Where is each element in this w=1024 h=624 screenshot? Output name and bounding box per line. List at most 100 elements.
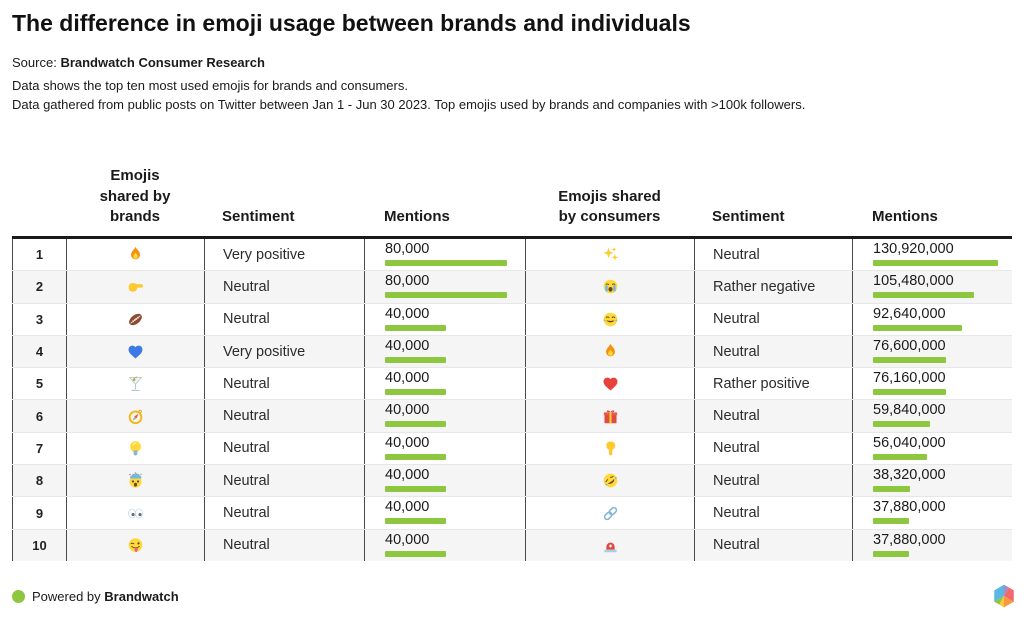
rank-cell: 2: [12, 271, 66, 303]
powered-by: Powered by Brandwatch: [12, 589, 179, 604]
brand-sentiment-cell: Neutral: [204, 400, 364, 432]
emoji-icon-fire: [66, 239, 204, 271]
consumer-mentions-cell: 38,320,000: [852, 465, 1012, 497]
description-line-2: Data gathered from public posts on Twitt…: [12, 97, 806, 112]
brandwatch-hexagon-logo-icon: [991, 583, 1017, 609]
consumer-mentions-cell-bar: [873, 550, 910, 557]
brand-mentions-cell: 40,000: [364, 400, 525, 432]
emoji-icon-wink-tongue: [66, 529, 204, 561]
brand-mentions-cell: 40,000: [364, 529, 525, 561]
emoji-icon-light-bulb: [66, 432, 204, 465]
table-row: 10 Neutral 40,000 Neutral 37,880,000: [12, 529, 1012, 561]
consumer-mentions-cell-bar: [873, 486, 910, 493]
consumer-mentions-cell-value: 38,320,000: [873, 467, 946, 484]
brand-sentiment-cell: Very positive: [204, 335, 364, 368]
consumer-mentions-cell-bar: [873, 324, 962, 331]
header-brand-mentions: Mentions: [384, 207, 450, 225]
rank-cell: 5: [12, 368, 66, 400]
consumer-mentions-cell-value: 56,040,000: [873, 434, 946, 451]
brand-sentiment-cell: Neutral: [204, 465, 364, 497]
emoji-icon-link: [525, 497, 694, 529]
brand-mentions-cell: 40,000: [364, 303, 525, 335]
brand-sentiment-cell: Very positive: [204, 239, 364, 271]
consumer-mentions-cell: 105,480,000: [852, 271, 1012, 303]
consumer-sentiment-cell: Neutral: [694, 335, 852, 368]
source-name: Brandwatch Consumer Research: [60, 55, 265, 70]
consumer-mentions-cell: 37,880,000: [852, 529, 1012, 561]
consumer-mentions-cell: 59,840,000: [852, 400, 1012, 432]
brand-sentiment-cell: Neutral: [204, 432, 364, 465]
consumer-mentions-cell: 37,880,000: [852, 497, 1012, 529]
consumer-mentions-cell: 92,640,000: [852, 303, 1012, 335]
brand-mentions-cell: 80,000: [364, 239, 525, 271]
description-line-1: Data shows the top ten most used emojis …: [12, 78, 408, 93]
consumer-sentiment-cell: Neutral: [694, 465, 852, 497]
rank-cell: 1: [12, 239, 66, 271]
brand-mentions-cell-bar: [385, 356, 446, 363]
emoji-icon-sparkles: [525, 239, 694, 271]
header-brand-sentiment: Sentiment: [222, 207, 295, 225]
consumer-mentions-cell: 56,040,000: [852, 432, 1012, 465]
brand-mentions-cell: 40,000: [364, 465, 525, 497]
consumer-sentiment-cell: Neutral: [694, 529, 852, 561]
table-row: 3 Neutral 40,000 Neutral 92,640,000: [12, 303, 1012, 336]
table-row: 9 Neutral 40,000 Neutral 37,880,000: [12, 497, 1012, 530]
consumer-mentions-cell-value: 76,160,000: [873, 370, 946, 387]
emoji-icon-red-heart: [525, 368, 694, 400]
brand-mentions-cell: 40,000: [364, 335, 525, 368]
consumer-mentions-cell: 130,920,000: [852, 239, 1012, 271]
emoji-icon-football: [66, 303, 204, 335]
brand-mentions-cell-bar: [385, 518, 446, 525]
brand-mentions-cell: 80,000: [364, 271, 525, 303]
table-row: 4 Very positive 40,000 Neutral 76,600,000: [12, 335, 1012, 369]
header-brand-emojis: Emojis shared by brands: [66, 166, 204, 234]
brand-sentiment-cell: Neutral: [204, 497, 364, 529]
consumer-mentions-cell-bar: [873, 453, 927, 460]
brand-mentions-cell-bar: [385, 421, 446, 428]
brand-mentions-cell-bar: [385, 486, 446, 493]
consumer-mentions-cell-value: 59,840,000: [873, 402, 946, 419]
header-brand-emojis-label: Emojis shared by brands: [99, 167, 171, 225]
consumer-mentions-cell-value: 76,600,000: [873, 337, 946, 354]
emoji-icon-cocktail: [66, 368, 204, 400]
page-title: The difference in emoji usage between br…: [12, 10, 691, 36]
consumer-mentions-cell-value: 105,480,000: [873, 273, 954, 290]
emoji-icon-eyes: [66, 497, 204, 529]
consumer-sentiment-cell: Neutral: [694, 303, 852, 335]
brand-mentions-cell-value: 40,000: [385, 305, 430, 322]
emoji-icon-siren: [525, 529, 694, 561]
rank-cell: 4: [12, 335, 66, 368]
brand-mentions-cell-value: 40,000: [385, 434, 430, 451]
emoji-icon-compass: [66, 400, 204, 432]
emoji-icon-crying: [525, 271, 694, 303]
consumer-mentions-cell-bar: [873, 292, 974, 299]
source-label: Source:: [12, 55, 57, 70]
emoji-icon-exploding-head: [66, 465, 204, 497]
source-line: Source: Brandwatch Consumer Research: [12, 55, 265, 70]
consumer-mentions-cell: 76,160,000: [852, 368, 1012, 400]
emoji-icon-fire: [525, 335, 694, 368]
brand-mentions-cell-value: 40,000: [385, 337, 430, 354]
consumer-mentions-cell-bar: [873, 389, 946, 396]
brand-mentions-cell-value: 80,000: [385, 241, 430, 257]
consumer-sentiment-cell: Neutral: [694, 432, 852, 465]
rank-cell: 8: [12, 465, 66, 497]
header-consumer-sentiment: Sentiment: [712, 207, 785, 225]
brand-mentions-cell-value: 40,000: [385, 531, 430, 548]
consumer-mentions-cell: 76,600,000: [852, 335, 1012, 368]
emoji-icon-point-down: [525, 432, 694, 465]
rank-cell: 3: [12, 303, 66, 335]
brand-mentions-cell-value: 40,000: [385, 467, 430, 484]
brand-mentions-cell-value: 40,000: [385, 499, 430, 516]
emoji-table-body: 1 Very positive 80,000 Neutral 130,920,000 2 N…: [12, 236, 1012, 561]
brand-mentions-cell-bar: [385, 292, 507, 299]
brand-mentions-cell: 40,000: [364, 368, 525, 400]
emoji-icon-joy: [525, 303, 694, 335]
powered-by-label: Powered by: [32, 589, 101, 604]
rank-cell: 6: [12, 400, 66, 432]
brand-mentions-cell-bar: [385, 260, 507, 266]
brand-sentiment-cell: Neutral: [204, 271, 364, 303]
brand-mentions-cell-bar: [385, 453, 446, 460]
consumer-mentions-cell-value: 37,880,000: [873, 531, 946, 548]
brand-mentions-cell-value: 80,000: [385, 273, 430, 290]
